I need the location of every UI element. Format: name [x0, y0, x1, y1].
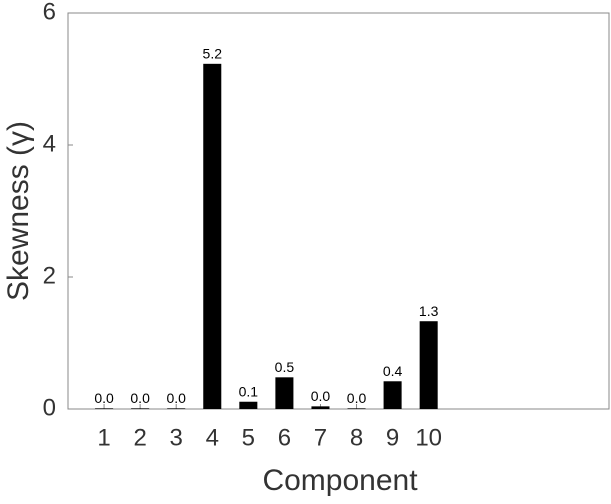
bar	[239, 401, 258, 409]
value-label: 0.0	[130, 390, 150, 406]
bar	[131, 408, 150, 409]
bar	[275, 377, 294, 409]
bar	[311, 406, 330, 409]
value-label: 5.2	[203, 46, 223, 62]
value-label: 0.4	[383, 363, 403, 379]
x-tick-label: 10	[415, 424, 442, 451]
bar	[383, 381, 402, 409]
x-axis-title: Component	[262, 464, 418, 497]
y-tick-label: 4	[43, 130, 56, 157]
x-tick-label: 7	[314, 424, 327, 451]
value-label: 1.3	[419, 303, 439, 319]
y-tick-label: 0	[43, 394, 56, 421]
x-tick-label: 3	[170, 424, 183, 451]
bar	[419, 321, 438, 409]
value-label: 0.5	[275, 359, 295, 375]
y-tick-label: 2	[43, 262, 56, 289]
bar	[347, 408, 366, 409]
y-tick-label: 6	[43, 0, 56, 25]
bar	[167, 408, 186, 409]
value-label: 0.0	[94, 390, 114, 406]
value-label: 0.0	[166, 390, 186, 406]
y-axis-title: Skewness (γ)	[2, 121, 35, 301]
x-tick-label: 6	[278, 424, 291, 451]
x-tick-label: 5	[242, 424, 255, 451]
bar	[95, 408, 114, 409]
x-tick-label: 9	[386, 424, 399, 451]
value-label: 0.0	[311, 388, 331, 404]
x-tick-label: 8	[350, 424, 363, 451]
plot-frame	[67, 12, 610, 410]
bar	[203, 63, 222, 409]
x-tick-label: 4	[206, 424, 219, 451]
value-label: 0.0	[347, 390, 367, 406]
x-tick-label: 1	[97, 424, 110, 451]
value-label: 0.1	[239, 383, 259, 399]
x-tick-label: 2	[133, 424, 146, 451]
